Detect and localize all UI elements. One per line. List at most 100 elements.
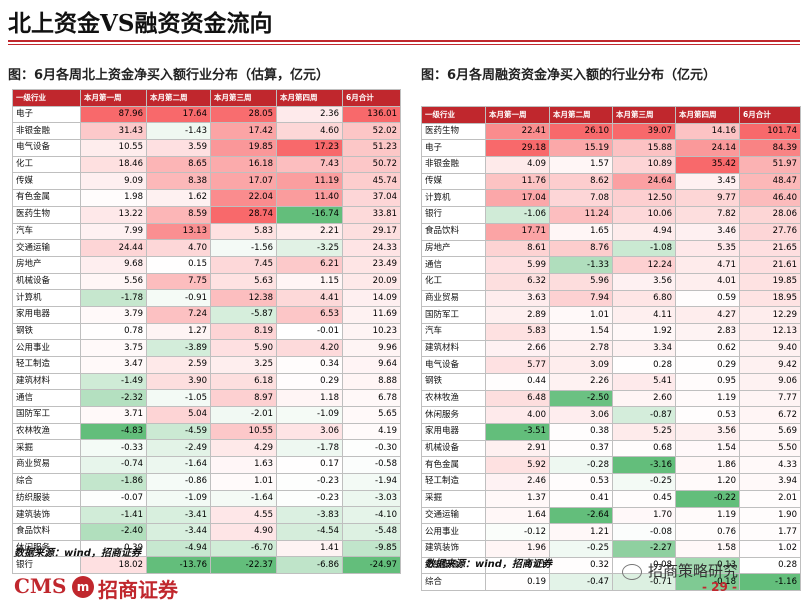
value-cell: 5.56 <box>80 272 147 291</box>
value-cell: 0.37 <box>549 439 613 458</box>
value-cell: -0.22 <box>675 489 740 508</box>
page-number: - 29 - <box>702 580 738 594</box>
value-cell: 9.42 <box>739 356 801 374</box>
value-cell: 10.23 <box>342 322 401 341</box>
value-cell: 1.20 <box>675 473 740 491</box>
value-cell: 0.59 <box>675 289 740 308</box>
value-cell: 0.28 <box>739 556 801 575</box>
value-cell: 9.96 <box>342 339 401 357</box>
value-cell: -1.64 <box>210 489 277 508</box>
industry-name: 建筑材料 <box>421 339 486 358</box>
value-cell: -1.33 <box>549 256 613 274</box>
value-cell: -3.83 <box>276 506 343 524</box>
value-cell: 51.97 <box>739 156 801 174</box>
table-row: 国防军工 3.71 5.04 -2.01 -1.09 5.65 <box>12 406 401 424</box>
value-cell: 4.60 <box>276 122 343 141</box>
value-cell: 0.19 <box>485 573 550 591</box>
value-cell: 5.65 <box>342 406 401 424</box>
value-cell: 5.99 <box>485 256 550 274</box>
value-cell: 50.72 <box>342 155 401 174</box>
table-row: 建筑装饰 -1.41 -3.41 4.55 -3.83 -4.10 <box>12 506 401 524</box>
table-row: 建筑装饰 1.96 -0.25 -2.27 1.58 1.02 <box>421 539 801 558</box>
wechat-watermark: 招商策略研究 <box>622 560 738 581</box>
table-row: 休闲服务 0.39 -4.94 -6.70 1.41 -9.85 <box>12 539 401 558</box>
industry-name: 家用电器 <box>421 423 486 441</box>
industry-name: 有色金属 <box>12 189 81 207</box>
value-cell: 6.78 <box>342 389 401 408</box>
column-header: 本月第四周 <box>276 89 343 107</box>
value-cell: -1.41 <box>80 506 147 524</box>
value-cell: -3.16 <box>612 456 676 475</box>
value-cell: 11.69 <box>342 305 401 324</box>
table-row: 电子 29.18 15.19 15.88 24.14 84.39 <box>421 139 801 158</box>
column-header: 一级行业 <box>421 106 486 124</box>
value-cell: 1.77 <box>739 523 801 541</box>
table-row: 综合 -1.86 -0.86 1.01 -0.23 -1.94 <box>12 472 401 491</box>
cms-logo: CMS <box>14 574 67 598</box>
value-cell: 28.05 <box>210 105 277 124</box>
value-cell: 1.96 <box>485 539 550 558</box>
value-cell: 6.21 <box>276 255 343 274</box>
table-row: 计算机 -1.78 -0.91 12.38 4.41 14.09 <box>12 289 401 307</box>
value-cell: 9.06 <box>739 373 801 391</box>
value-cell: 6.48 <box>485 389 550 408</box>
table-row: 银行 18.02 -13.76 -22.37 -6.86 -24.97 <box>12 556 401 574</box>
value-cell: 2.01 <box>739 489 801 508</box>
value-cell: -0.58 <box>342 456 401 474</box>
value-cell: 4.71 <box>675 256 740 274</box>
value-cell: 8.19 <box>210 322 277 341</box>
value-cell: 1.21 <box>549 523 613 541</box>
industry-name: 通信 <box>421 256 486 274</box>
value-cell: 5.35 <box>675 239 740 258</box>
value-cell: 8.61 <box>485 239 550 258</box>
value-cell: 0.29 <box>276 372 343 391</box>
value-cell: 17.71 <box>485 222 550 241</box>
value-cell: 6.53 <box>276 305 343 324</box>
value-cell: -3.41 <box>146 506 211 524</box>
industry-name: 房地产 <box>421 239 486 258</box>
industry-name: 休闲服务 <box>421 406 486 425</box>
value-cell: 3.71 <box>80 406 147 424</box>
cms-logo-mark: m <box>72 576 94 598</box>
value-cell: -4.10 <box>342 506 401 524</box>
value-cell: 2.26 <box>549 373 613 391</box>
industry-name: 钢铁 <box>421 373 486 391</box>
value-cell: 4.41 <box>276 289 343 307</box>
value-cell: 0.53 <box>549 473 613 491</box>
value-cell: -1.06 <box>485 206 550 224</box>
value-cell: -9.85 <box>342 539 401 558</box>
value-cell: 3.47 <box>80 356 147 374</box>
wechat-icon <box>622 563 642 580</box>
value-cell: 2.60 <box>612 389 676 408</box>
value-cell: -2.01 <box>210 406 277 424</box>
value-cell: -2.49 <box>146 439 211 458</box>
value-cell: 1.41 <box>276 539 343 558</box>
value-cell: 4.20 <box>276 339 343 357</box>
table-row: 交通运输 24.44 4.70 -1.56 -3.25 24.33 <box>12 239 401 257</box>
industry-name: 钢铁 <box>12 322 81 341</box>
value-cell: -1.94 <box>342 472 401 491</box>
value-cell: 29.17 <box>342 222 401 241</box>
value-cell: 3.06 <box>276 422 343 441</box>
value-cell: -13.76 <box>146 556 211 574</box>
industry-name: 采掘 <box>421 489 486 508</box>
source-note-right: 数据来源：wind，招商证券 <box>425 559 552 570</box>
value-cell: -0.86 <box>146 472 211 491</box>
table-row: 非银金融 31.43 -1.43 17.42 4.60 52.02 <box>12 122 401 141</box>
value-cell: -16.74 <box>276 205 343 224</box>
industry-name: 医药生物 <box>12 205 81 224</box>
value-cell: 12.13 <box>739 322 801 341</box>
value-cell: 6.72 <box>739 406 801 425</box>
table-row: 家用电器 -3.51 0.38 5.25 3.56 5.69 <box>421 423 801 441</box>
table-row: 通信 -2.32 -1.05 8.97 1.18 6.78 <box>12 389 401 408</box>
value-cell: 12.29 <box>739 306 801 324</box>
value-cell: 4.09 <box>485 156 550 174</box>
value-cell: 3.79 <box>80 305 147 324</box>
value-cell: 1.90 <box>739 506 801 525</box>
value-cell: 14.09 <box>342 289 401 307</box>
value-cell: 17.23 <box>276 139 343 157</box>
column-header: 一级行业 <box>12 89 81 107</box>
value-cell: -0.08 <box>612 523 676 541</box>
value-cell: 4.33 <box>739 456 801 475</box>
value-cell: -24.97 <box>342 556 401 574</box>
